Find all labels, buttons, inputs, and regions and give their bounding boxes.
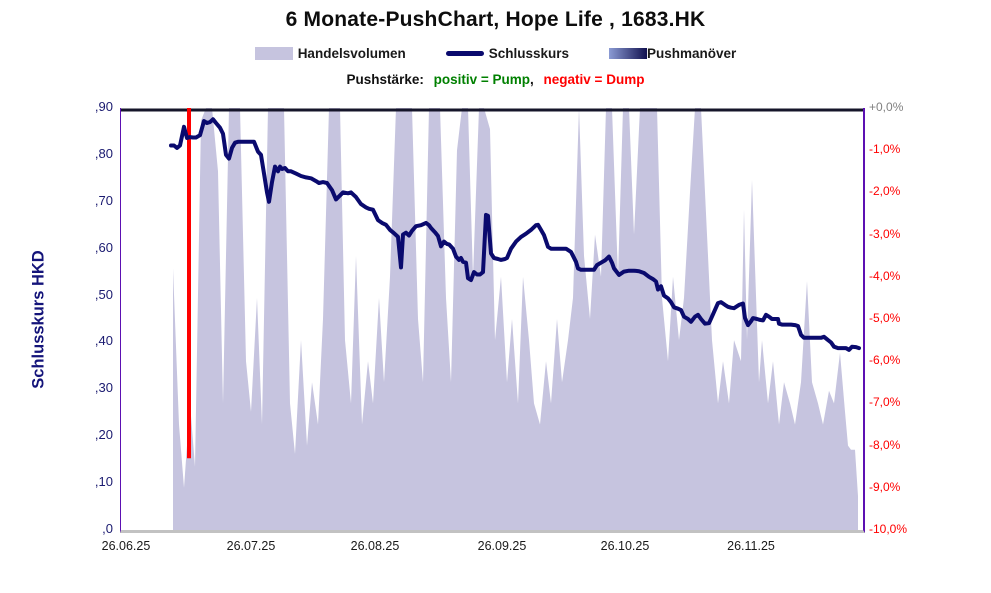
- x-axis-tick-label: 26.06.25: [101, 539, 151, 553]
- subtitle-pump: positiv = Pump: [433, 72, 531, 87]
- legend-item-push: Pushmanöver: [609, 46, 736, 61]
- left-axis-tick-label: ,0: [102, 521, 113, 536]
- push-gradient-swatch-icon: [609, 48, 648, 59]
- left-axis-tick-label: ,70: [94, 192, 113, 208]
- left-axis-title: Schlusskurs HKD: [29, 249, 48, 389]
- right-axis-tick-label: -2,0%: [869, 184, 901, 199]
- left-axis-tick-label: ,40: [94, 333, 113, 349]
- right-axis-tick-label: -6,0%: [869, 353, 901, 368]
- left-axis-tick-label: ,90: [94, 99, 113, 114]
- legend-volume-label: Handelsvolumen: [297, 46, 406, 61]
- left-axis-tick-label: ,20: [94, 427, 113, 443]
- right-axis-tick-label: -9,0%: [869, 479, 901, 494]
- right-axis-tick-label: -5,0%: [869, 311, 901, 325]
- left-axis-tick-label: ,60: [94, 239, 113, 255]
- close-line-swatch-icon: [445, 51, 484, 56]
- x-axis-tick-label: 26.07.25: [226, 539, 276, 553]
- legend-push-label: Pushmanöver: [647, 46, 737, 61]
- x-axis-tick-label: 26.11.25: [727, 539, 775, 553]
- legend-close-label: Schlusskurs: [488, 46, 570, 61]
- plot-area: [120, 108, 865, 533]
- subtitle-dump: negativ = Dump: [543, 72, 645, 87]
- left-axis-tick-label: ,80: [94, 145, 113, 161]
- left-axis-tick-label: ,30: [94, 380, 113, 396]
- x-axis-tick-label: 26.08.25: [350, 539, 400, 553]
- push-strength-subtitle: Pushstärke: positiv = Pump, negativ = Du…: [0, 72, 991, 87]
- volume-swatch-icon: [254, 47, 293, 60]
- right-axis-tick-label: -8,0%: [869, 437, 901, 452]
- subtitle-separator: ,: [530, 72, 534, 87]
- right-axis-tick-label: -3,0%: [869, 226, 901, 241]
- right-axis-tick-label: -7,0%: [869, 395, 901, 410]
- close-price-line: [169, 117, 861, 352]
- volume-area: [173, 108, 858, 530]
- right-axis-tick-label: -10,0%: [869, 522, 908, 536]
- left-axis-tick-label: ,10: [94, 474, 113, 490]
- legend-item-volume: Handelsvolumen: [254, 46, 406, 61]
- x-axis-tick-label: 26.10.25: [600, 539, 650, 553]
- right-axis-tick-label: +0,0%: [869, 100, 904, 114]
- right-axis-tick-label: -4,0%: [869, 268, 901, 283]
- legend-item-close: Schlusskurs: [445, 46, 570, 61]
- chart-canvas: [121, 108, 863, 530]
- legend: Handelsvolumen Schlusskurs Pushmanöver: [0, 46, 991, 61]
- left-axis-tick-label: ,50: [94, 286, 113, 302]
- subtitle-prefix: Pushstärke:: [346, 72, 424, 87]
- x-axis-tick-label: 26.09.25: [477, 539, 527, 553]
- chart-title: 6 Monate-PushChart, Hope Life , 1683.HK: [285, 8, 706, 31]
- right-axis-tick-label: -1,0%: [869, 142, 901, 157]
